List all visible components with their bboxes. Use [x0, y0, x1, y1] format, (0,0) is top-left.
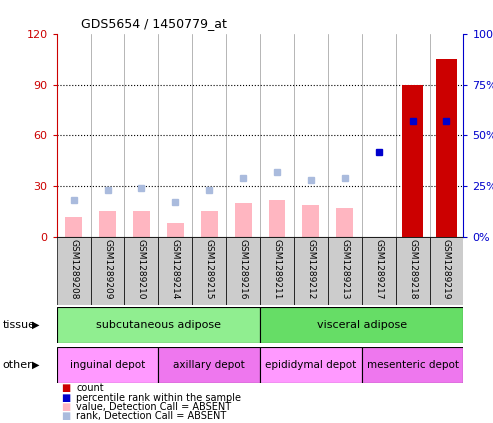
Text: axillary depot: axillary depot — [174, 360, 245, 370]
Text: ▶: ▶ — [32, 320, 39, 330]
Text: epididymal depot: epididymal depot — [265, 360, 356, 370]
Text: GSM1289214: GSM1289214 — [171, 239, 180, 299]
Bar — [158, 347, 260, 383]
Bar — [57, 237, 91, 305]
Text: subcutaneous adipose: subcutaneous adipose — [96, 320, 221, 330]
Bar — [124, 237, 158, 305]
Text: other: other — [2, 360, 32, 370]
Bar — [133, 212, 150, 237]
Text: visceral adipose: visceral adipose — [317, 320, 407, 330]
Text: ■: ■ — [62, 383, 71, 393]
Bar — [167, 223, 184, 237]
Text: GSM1289211: GSM1289211 — [273, 239, 282, 299]
Bar — [57, 347, 158, 383]
Bar — [429, 237, 463, 305]
Bar — [192, 237, 226, 305]
Bar — [402, 85, 423, 237]
Bar — [201, 212, 218, 237]
Bar — [294, 237, 328, 305]
Text: GSM1289216: GSM1289216 — [239, 239, 247, 299]
Bar — [302, 205, 319, 237]
Text: ■: ■ — [62, 402, 71, 412]
Bar — [436, 59, 457, 237]
Bar — [260, 307, 463, 343]
Text: value, Detection Call = ABSENT: value, Detection Call = ABSENT — [76, 402, 232, 412]
Text: GSM1289215: GSM1289215 — [205, 239, 214, 299]
Bar — [91, 237, 124, 305]
Bar — [362, 237, 395, 305]
Bar — [362, 347, 463, 383]
Text: rank, Detection Call = ABSENT: rank, Detection Call = ABSENT — [76, 411, 227, 421]
Text: percentile rank within the sample: percentile rank within the sample — [76, 393, 242, 403]
Text: mesenteric depot: mesenteric depot — [367, 360, 458, 370]
Bar — [260, 237, 294, 305]
Text: GSM1289208: GSM1289208 — [69, 239, 78, 299]
Bar — [65, 217, 82, 237]
Text: GSM1289212: GSM1289212 — [306, 239, 316, 299]
Text: ■: ■ — [62, 393, 71, 403]
Text: GSM1289218: GSM1289218 — [408, 239, 417, 299]
Bar — [328, 237, 362, 305]
Bar — [235, 203, 251, 237]
Text: GSM1289209: GSM1289209 — [103, 239, 112, 299]
Bar — [395, 237, 429, 305]
Bar — [57, 307, 260, 343]
Bar — [226, 237, 260, 305]
Bar — [269, 200, 285, 237]
Text: GSM1289213: GSM1289213 — [340, 239, 350, 299]
Text: GDS5654 / 1450779_at: GDS5654 / 1450779_at — [81, 17, 227, 30]
Text: inguinal depot: inguinal depot — [70, 360, 145, 370]
Text: GSM1289210: GSM1289210 — [137, 239, 146, 299]
Text: GSM1289219: GSM1289219 — [442, 239, 451, 299]
Text: ▶: ▶ — [32, 360, 39, 370]
Bar — [260, 347, 362, 383]
Bar — [99, 212, 116, 237]
Bar — [336, 208, 353, 237]
Text: GSM1289217: GSM1289217 — [374, 239, 383, 299]
Text: ■: ■ — [62, 411, 71, 421]
Text: tissue: tissue — [2, 320, 35, 330]
Bar — [158, 237, 192, 305]
Text: count: count — [76, 383, 104, 393]
